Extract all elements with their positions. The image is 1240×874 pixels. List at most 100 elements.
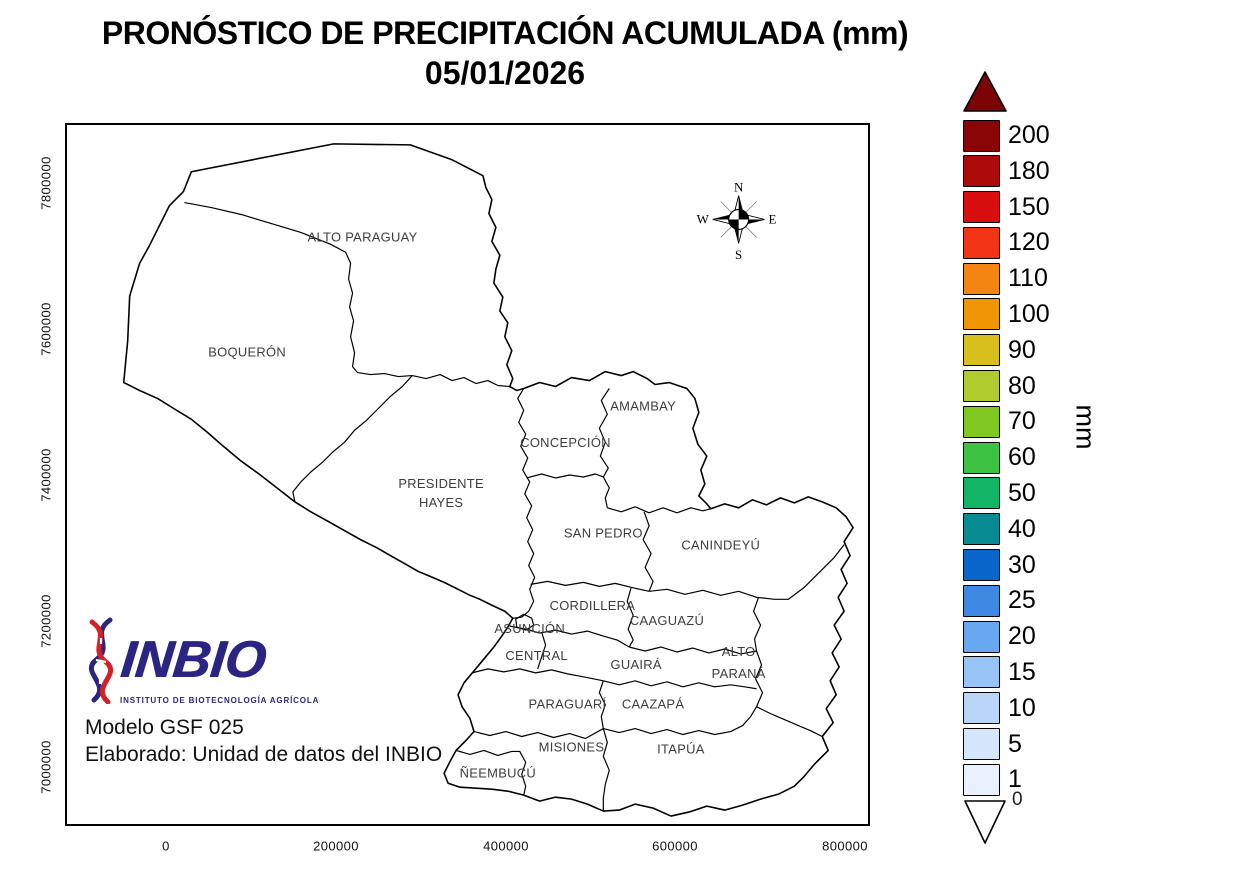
department-label-amambay: AMAMBAY (610, 398, 676, 413)
legend-value: 180 (1008, 156, 1050, 185)
legend-value: 10 (1008, 693, 1036, 722)
boundary-altoparana-west (752, 597, 764, 707)
legend-value: 200 (1008, 121, 1050, 149)
legend-entry: 1 (963, 763, 1103, 796)
boundary-cordillera-caaguazu (626, 587, 634, 648)
legend-swatch (963, 477, 1000, 510)
legend-swatch (963, 763, 1000, 796)
department-label-presidente-hayes: PRESIDENTE HAYES (398, 476, 484, 510)
boundary-caazapa-itapua (603, 706, 758, 736)
legend-entry: 180 (963, 155, 1103, 188)
country-outline (122, 143, 854, 817)
boundary-canindeyu-west (642, 511, 654, 592)
legend-entry: 5 (963, 728, 1103, 761)
inbio-dna-icon (88, 617, 114, 704)
legend-entry: 80 (963, 370, 1103, 403)
compass-rose: N E S W (697, 180, 777, 263)
boundary-caaguazu-guaira (629, 646, 757, 655)
page-title: PRONÓSTICO DE PRECIPITACIÓN ACUMULADA (m… (40, 14, 970, 92)
title-line1: PRONÓSTICO DE PRECIPITACIÓN ACUMULADA (m… (101, 15, 909, 51)
legend-entry: 110 (963, 262, 1103, 295)
model-text: Modelo GSF 025 (85, 716, 244, 739)
legend-triangle-down (964, 800, 1006, 844)
legend-entry: 100 (963, 298, 1103, 331)
boundary-central-east (537, 631, 547, 670)
legend-swatch (963, 298, 1000, 331)
department-label-alto-paraguay: ALTO PARAGUAY (308, 229, 418, 244)
legend-value: 1 (1008, 765, 1022, 794)
inbio-logo: INBIO INSTITUTO DE BIOTECNOLOGÍA AGRÍCOL… (84, 616, 324, 705)
legend-value: 150 (1008, 192, 1050, 221)
department-label-central: CENTRAL (505, 648, 567, 663)
elaborated-text: Elaborado: Unidad de datos del INBIO (85, 743, 443, 766)
legend-entry: 60 (963, 441, 1103, 474)
legend-swatch (963, 692, 1000, 725)
legend-entry: 50 (963, 477, 1103, 510)
boundary-boqueron-hayes (292, 375, 413, 502)
compass-circle-quadrant (728, 219, 739, 230)
legend-zero-label: 0 (1012, 789, 1023, 810)
legend-swatch (963, 155, 1000, 188)
legend-value: 120 (1008, 228, 1050, 257)
legend-rows: 200 180 150 120 110 100 90 80 70 60 50 40 30 25 20 15 10… (963, 119, 1103, 796)
department-label-caazapa: CAAZAPÁ (622, 697, 685, 712)
department-label-guaira: GUAIRÁ (610, 657, 661, 672)
legend-swatch (963, 656, 1000, 689)
compass-label-n: N (734, 180, 744, 195)
legend-value: 90 (1008, 335, 1036, 364)
legend-value: 25 (1008, 586, 1036, 615)
legend-entry: 70 (963, 405, 1103, 438)
legend-swatch (963, 549, 1000, 582)
legend-value: 30 (1008, 550, 1036, 579)
boundary-paraguari-caazapa (598, 680, 606, 729)
legend-value: 50 (1008, 478, 1036, 507)
department-label-itapua: ITAPÚA (657, 741, 705, 756)
legend-entry: 150 (963, 191, 1103, 224)
boundary-paraguari-misiones (473, 728, 604, 740)
boundary-cordillera-south (509, 625, 630, 648)
boundary-canindeyu-south (649, 544, 845, 600)
department-label-canindeyu: CANINDEYÚ (681, 538, 760, 553)
legend-value: 70 (1008, 407, 1036, 436)
legend-triangle-up (963, 71, 1007, 112)
legend-entry: 200 (963, 119, 1103, 152)
department-label-san-pedro: SAN PEDRO (564, 526, 643, 541)
legend-entry: 30 (963, 549, 1103, 582)
legend-entry: 120 (963, 226, 1103, 259)
legend-swatch (963, 334, 1000, 367)
legend-entry: 90 (963, 334, 1103, 367)
boundary-misiones-itapua (602, 728, 610, 812)
title-date: 05/01/2026 (424, 55, 586, 91)
department-label-neembucu: ÑEEMBUCÚ (460, 765, 536, 780)
boundary-amambay-west (598, 388, 610, 508)
boundary-neembucu-east (455, 749, 527, 796)
legend-swatch (963, 405, 1000, 438)
boundary-paraguay-river (512, 388, 536, 619)
map-frame: ALTO PARAGUAY BOQUERÓN AMAMBAY CONCEPCIÓN PR… (65, 123, 870, 826)
boundary-asuncion (515, 613, 535, 631)
legend-swatch (963, 441, 1000, 474)
boundary-sanpedro-cordillera (530, 580, 650, 592)
legend-swatch (963, 584, 1000, 617)
department-label-cordillera: CORDILLERA (550, 598, 636, 613)
department-label-caaguazu: CAAGUAZÚ (630, 613, 704, 628)
legend-value: 60 (1008, 443, 1036, 472)
legend-entry: 15 (963, 656, 1103, 689)
legend-swatch (963, 370, 1000, 403)
legend-swatch (963, 226, 1000, 259)
boundary-central-paraguari (471, 668, 604, 682)
compass-label-w: W (697, 211, 710, 226)
legend-swatch (963, 513, 1000, 546)
department-label-paraguari: PARAGUARÍ (529, 697, 607, 712)
department-label-alto-parana: ALTO PARANÁ (712, 644, 766, 681)
legend-entry: 10 (963, 692, 1103, 725)
legend-value: 110 (1008, 264, 1048, 293)
inbio-wordmark: INBIO (117, 631, 269, 689)
legend-entry: 40 (963, 513, 1103, 546)
department-labels: ALTO PARAGUAY BOQUERÓN AMAMBAY CONCEPCIÓN PR… (208, 229, 766, 780)
department-label-concepcion: CONCEPCIÓN (520, 435, 611, 450)
boundary-guaira-caazapa (603, 680, 757, 690)
legend-entry: 25 (963, 584, 1103, 617)
boundary-altoparana-south (756, 706, 823, 738)
